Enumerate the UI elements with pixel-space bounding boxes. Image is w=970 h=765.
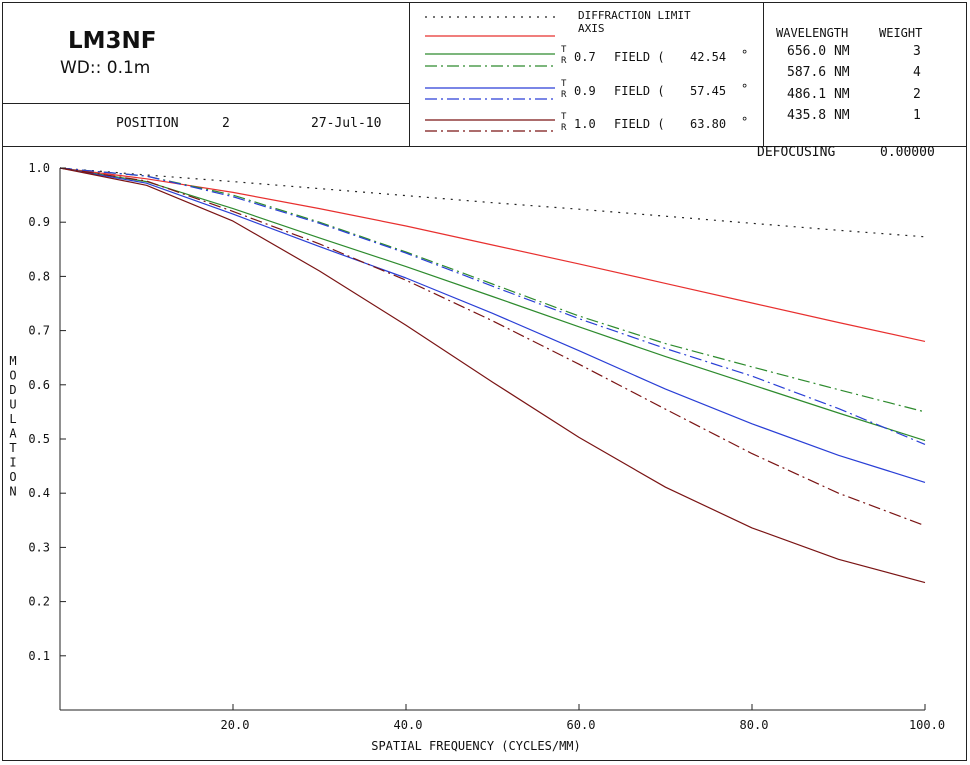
y-tick-label: 0.4 — [28, 486, 50, 500]
series-1-0-field-r — [59, 167, 926, 527]
defocusing-label: DEFOCUSING — [757, 145, 836, 160]
series-1-0-field-t — [59, 167, 926, 584]
series-axis — [59, 167, 926, 342]
y-axis-title-letter: O — [9, 369, 16, 383]
tick-layer: 0.1 0.2 0.3 0.4 0.5 0.6 0.7 0.8 0.9 1.0 20.0 40.0 60… — [28, 161, 945, 732]
working-distance: WD:: 0.1m — [60, 58, 151, 78]
wavelength-row-1: 656.0 NM — [787, 44, 850, 59]
legend-diffraction-label: DIFFRACTION LIMIT — [578, 9, 691, 22]
report-date: 27-Jul-10 — [311, 116, 382, 131]
x-tick-label: 80.0 — [740, 718, 769, 732]
lens-title: LM3NF — [68, 28, 157, 54]
y-axis-title-letter: A — [9, 427, 17, 441]
x-tick-label: 40.0 — [394, 718, 423, 732]
weight-header: WEIGHT — [879, 26, 923, 40]
x-tick-label: 60.0 — [567, 718, 596, 732]
wavelength-row-3: 486.1 NM — [787, 87, 850, 102]
y-axis-title-letter: M — [9, 354, 16, 368]
legend-field-3-degree: ° — [741, 115, 749, 129]
y-axis-title-letter: D — [9, 383, 16, 397]
defocusing-value: 0.00000 — [880, 145, 935, 160]
legend-field-1-label: FIELD ( — [614, 50, 665, 64]
y-tick-label: 0.5 — [28, 432, 50, 446]
y-axis-title-letter: U — [9, 398, 16, 412]
legend-field-2-t-mark: T — [561, 79, 567, 89]
weight-row-3: 2 — [913, 87, 921, 102]
header-bottom-rule — [2, 146, 967, 147]
legend-field-2-r-mark: R — [561, 90, 567, 100]
weight-row-1: 3 — [913, 44, 921, 59]
y-tick-label: 0.1 — [28, 649, 50, 663]
legend-field-1-t-mark: T — [561, 45, 567, 55]
y-axis-title-letter: O — [9, 470, 16, 484]
header-divider-left — [409, 2, 410, 146]
legend-field-3-label: FIELD ( — [614, 117, 665, 131]
position-label: POSITION — [116, 116, 179, 131]
y-axis-title-letter: I — [9, 456, 16, 470]
y-tick-label: 0.6 — [28, 378, 50, 392]
legend-field-1-relative: 0.7 — [574, 50, 596, 64]
legend-field-3-t-mark: T — [561, 112, 567, 122]
series-layer — [59, 167, 926, 584]
legend-axis-label: AXIS — [578, 22, 605, 35]
legend-field-2-relative: 0.9 — [574, 84, 596, 98]
series-diffraction-limit — [59, 167, 926, 238]
y-axis-title-letter: L — [9, 412, 16, 426]
legend-swatches — [425, 16, 555, 132]
legend-field-3-r-mark: R — [561, 123, 567, 133]
wavelength-header: WAVELENGTH — [776, 26, 849, 40]
y-axis-title-letter: N — [9, 485, 16, 499]
wavelength-row-2: 587.6 NM — [787, 65, 850, 80]
position-value: 2 — [222, 116, 230, 131]
legend-field-3-relative: 1.0 — [574, 117, 596, 131]
y-tick-label: 0.8 — [28, 269, 50, 283]
x-tick-label: 20.0 — [221, 718, 250, 732]
title-block-rule — [2, 103, 409, 104]
legend-field-1-r-mark: R — [561, 56, 567, 66]
legend-field-2-degree: ° — [741, 82, 749, 96]
y-tick-label: 0.3 — [28, 540, 50, 554]
legend-field-3-angle: 63.80 — [690, 117, 727, 131]
y-tick-label: 0.9 — [28, 215, 50, 229]
y-axis-title-letter: T — [9, 441, 16, 455]
series-0-7-field-r — [59, 167, 926, 413]
weight-row-4: 1 — [913, 108, 921, 123]
y-tick-label: 1.0 — [28, 161, 50, 175]
legend-field-2-label: FIELD ( — [614, 84, 665, 98]
y-tick-label: 0.2 — [28, 595, 50, 609]
series-0-9-field-t — [59, 167, 926, 483]
y-tick-label: 0.7 — [28, 324, 50, 338]
weight-row-2: 4 — [913, 65, 921, 80]
legend-field-2-angle: 57.45 — [690, 84, 727, 98]
header-divider-right — [763, 2, 764, 146]
legend-field-1-degree: ° — [741, 48, 749, 62]
series-0-7-field-t — [59, 167, 926, 442]
wavelength-row-4: 435.8 NM — [787, 108, 850, 123]
series-0-9-field-r — [59, 167, 926, 445]
legend-field-1-angle: 42.54 — [690, 50, 727, 64]
x-axis-title: SPATIAL FREQUENCY (CYCLES/MM) — [371, 739, 581, 753]
x-tick-label: 100.0 — [909, 718, 945, 732]
